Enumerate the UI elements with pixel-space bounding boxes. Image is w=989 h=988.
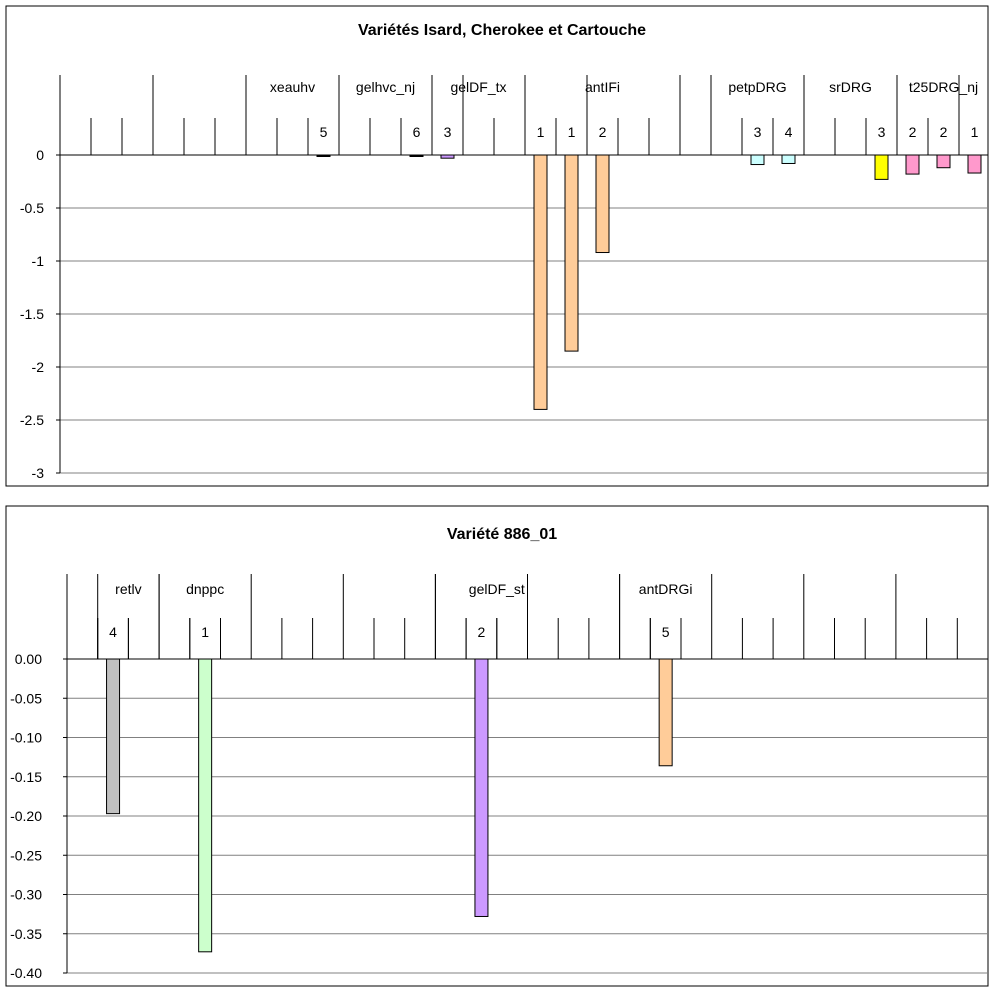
y-tick-label: -2.5 bbox=[20, 412, 44, 428]
bar-label: 2 bbox=[478, 624, 486, 640]
bar-label: 3 bbox=[878, 124, 886, 140]
y-tick-label: -0.15 bbox=[10, 769, 42, 785]
bar-label: 4 bbox=[785, 124, 793, 140]
bar bbox=[781, 154, 796, 164]
chart-2-title: Variété 886_01 bbox=[447, 526, 557, 543]
bar bbox=[440, 154, 455, 159]
bar bbox=[106, 658, 121, 815]
y-tick-label: -1.5 bbox=[20, 306, 44, 322]
y-tick-label: -0.40 bbox=[10, 965, 42, 981]
y-tick-label: 0 bbox=[36, 147, 44, 163]
group-label: gelDF_st bbox=[469, 581, 525, 597]
chart-2-frame bbox=[5, 505, 989, 987]
bar bbox=[905, 154, 920, 175]
y-tick-label: -2 bbox=[32, 359, 45, 375]
bar-label: 2 bbox=[599, 124, 607, 140]
bar bbox=[409, 154, 424, 157]
bar-label: 5 bbox=[662, 624, 670, 640]
bar-label: 1 bbox=[971, 124, 979, 140]
group-label: petpDRG bbox=[728, 79, 786, 95]
bar-label: 5 bbox=[320, 124, 328, 140]
bar bbox=[316, 154, 331, 157]
bar bbox=[595, 154, 610, 254]
y-tick-label: -0.25 bbox=[10, 847, 42, 863]
y-tick-label: -0.30 bbox=[10, 887, 42, 903]
group-label: t25DRG_nj bbox=[909, 79, 978, 95]
bar-label: 1 bbox=[568, 124, 576, 140]
group-label: retlv bbox=[115, 581, 141, 597]
group-label: antIFi bbox=[585, 79, 620, 95]
bar-label: 2 bbox=[940, 124, 948, 140]
group-label: xeauhv bbox=[270, 79, 315, 95]
chart-2: Variété 886_01 0.00 -0.05 -0.10 -0.15 -0.20 -… bbox=[5, 505, 989, 987]
group-label: gelDF_tx bbox=[450, 79, 506, 95]
bar bbox=[967, 154, 982, 174]
y-tick-label: -0.5 bbox=[20, 200, 44, 216]
chart-1-frame bbox=[5, 5, 989, 487]
chart-1: Variétés Isard, Cherokee et Cartouche 0 -… bbox=[5, 5, 989, 487]
y-tick-label: 0.00 bbox=[15, 651, 42, 667]
bar bbox=[474, 658, 489, 917]
y-tick-label: -0.35 bbox=[10, 926, 42, 942]
bar bbox=[198, 658, 213, 953]
group-label: antDRGi bbox=[639, 581, 693, 597]
chart-1-title: Variétés Isard, Cherokee et Cartouche bbox=[358, 22, 646, 39]
bar bbox=[874, 154, 889, 180]
bar-label: 1 bbox=[201, 624, 209, 640]
y-tick-label: -1 bbox=[32, 253, 45, 269]
bar bbox=[750, 154, 765, 166]
bar bbox=[936, 154, 951, 169]
bar bbox=[564, 154, 579, 352]
bar-label: 2 bbox=[909, 124, 917, 140]
group-label: gelhvc_nj bbox=[356, 79, 415, 95]
y-tick-label: -0.20 bbox=[10, 808, 42, 824]
bar-label: 4 bbox=[109, 624, 117, 640]
y-tick-label: -0.10 bbox=[10, 730, 42, 746]
bar-label: 3 bbox=[754, 124, 762, 140]
bar-label: 1 bbox=[537, 124, 545, 140]
group-label: dnppc bbox=[186, 581, 224, 597]
y-tick-label: -0.05 bbox=[10, 690, 42, 706]
bar-label: 3 bbox=[444, 124, 452, 140]
bar-label: 6 bbox=[413, 124, 421, 140]
bar bbox=[658, 658, 673, 767]
group-label: srDRG bbox=[829, 79, 872, 95]
y-tick-label: -3 bbox=[32, 465, 45, 481]
bar bbox=[533, 154, 548, 410]
